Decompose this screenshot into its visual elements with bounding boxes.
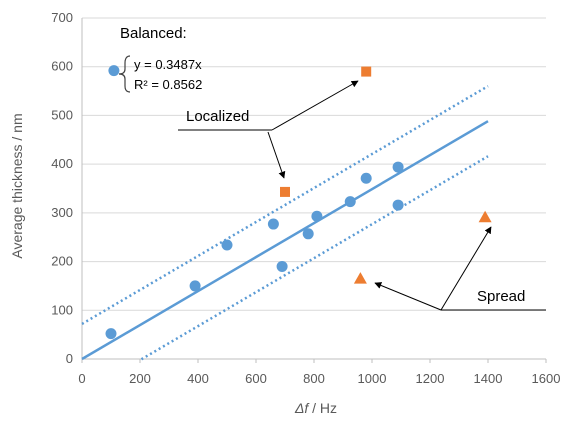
legend-r-squared: R² = 0.8562 — [134, 77, 202, 92]
balanced-point — [360, 172, 372, 184]
y-tick-label: 200 — [51, 254, 73, 269]
y-tick-label: 700 — [51, 10, 73, 25]
balanced-point — [302, 228, 314, 240]
bound-line — [140, 155, 489, 361]
x-axis-title-symbol: Δf — [294, 400, 310, 416]
spread-label: Spread — [477, 288, 525, 305]
localized-label: Localized — [186, 108, 249, 125]
fit-line — [81, 120, 489, 361]
y-axis-title: Average thickness / nm — [9, 113, 25, 258]
y-tick-label: 400 — [51, 156, 73, 171]
x-tick-label: 600 — [245, 371, 267, 386]
balanced-point — [221, 239, 233, 251]
balanced-point — [267, 218, 279, 230]
x-tick-label: 800 — [303, 371, 325, 386]
balanced-point — [311, 210, 323, 222]
y-tick-label: 0 — [66, 351, 73, 366]
axes: 0 100 200 300 400 500 600 700 0 200 400 600 800 1000 1… — [51, 10, 560, 386]
x-tick-label: 200 — [129, 371, 151, 386]
balanced-point — [276, 260, 288, 272]
legend-equation: y = 0.3487x — [134, 57, 202, 72]
y-tick-label: 600 — [51, 59, 73, 74]
legend-marker — [108, 65, 120, 77]
localized-point — [280, 186, 290, 197]
x-tick-label: 400 — [187, 371, 209, 386]
balanced-point — [392, 199, 404, 211]
legend-brace — [118, 55, 131, 93]
x-axis-title: Δf / Hz — [294, 400, 337, 416]
spread-arrow-right — [440, 226, 492, 311]
data-points — [105, 65, 492, 340]
x-tick-label: 1600 — [532, 371, 561, 386]
spread-arrow-left — [374, 282, 442, 311]
fit-lines — [81, 85, 489, 361]
y-tick-label: 300 — [51, 205, 73, 220]
legend-title: Balanced: — [120, 25, 187, 42]
localized-arrow-lower — [267, 131, 286, 179]
localized-point — [361, 66, 372, 77]
y-tick-label: 100 — [51, 302, 73, 317]
x-axis-title-unit: / Hz — [308, 400, 337, 416]
balanced-point — [344, 196, 356, 208]
y-tick-label: 500 — [51, 107, 73, 122]
x-tick-label: 1400 — [474, 371, 503, 386]
localized-arrow-upper — [271, 80, 359, 131]
bound-line — [81, 85, 489, 326]
x-tick-label: 1200 — [416, 371, 445, 386]
x-tick-label: 1000 — [358, 371, 387, 386]
x-tick-label: 0 — [78, 371, 85, 386]
balanced-point — [392, 161, 404, 173]
spread-point — [478, 210, 492, 223]
spread-point — [353, 272, 367, 284]
balanced-point — [105, 328, 117, 340]
balanced-point — [189, 280, 201, 292]
